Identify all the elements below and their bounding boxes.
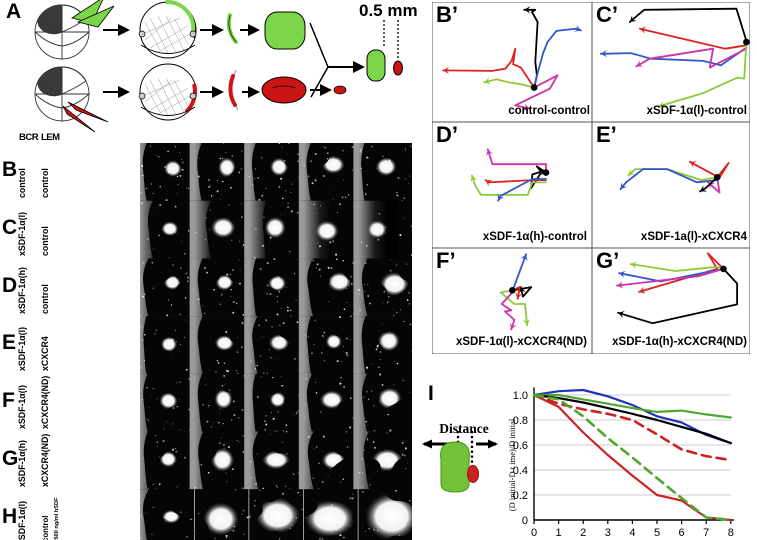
svg-text:4: 4 [629,527,635,539]
svg-text:1.0: 1.0 [513,390,528,402]
svg-text:B’: B’ [436,2,458,27]
svg-text:0.2: 0.2 [513,490,528,502]
svg-text:0.6: 0.6 [513,440,528,452]
svg-text:xSDF-1α(l)-xCXCR4(ND): xSDF-1α(l)-xCXCR4(ND) [456,336,587,348]
svg-text:xSDF-1a(l)-xCXCR4: xSDF-1a(l)-xCXCR4 [641,231,748,243]
svg-text:F’: F’ [436,248,456,273]
svg-text:0.5 mm: 0.5 mm [359,1,418,20]
svg-text:xSDF-1α(h)-xCXCR4(ND): xSDF-1α(h)-xCXCR4(ND) [612,336,747,348]
svg-text:1: 1 [556,527,562,539]
svg-text:G’: G’ [596,248,619,273]
svg-text:D’: D’ [436,122,458,147]
svg-text:2: 2 [580,527,586,539]
svg-text:E’: E’ [596,122,617,147]
svg-text:C’: C’ [596,2,618,27]
svg-text:3: 3 [605,527,611,539]
svg-text:0.4: 0.4 [513,465,528,477]
svg-text:0: 0 [531,527,537,539]
svg-text:xSDF-1α(h)-control: xSDF-1α(h)-control [483,231,587,243]
svg-text:6: 6 [679,527,685,539]
svg-text:control-control: control-control [508,105,590,117]
svg-text:Distance: Distance [439,421,489,436]
svg-text:5: 5 [654,527,660,539]
svg-text:7: 7 [703,527,709,539]
svg-text:0: 0 [522,515,528,527]
svg-text:0.8: 0.8 [513,415,528,427]
svg-text:8: 8 [728,527,734,539]
svg-text:xSDF-1α(l)-control: xSDF-1α(l)-control [647,105,747,117]
